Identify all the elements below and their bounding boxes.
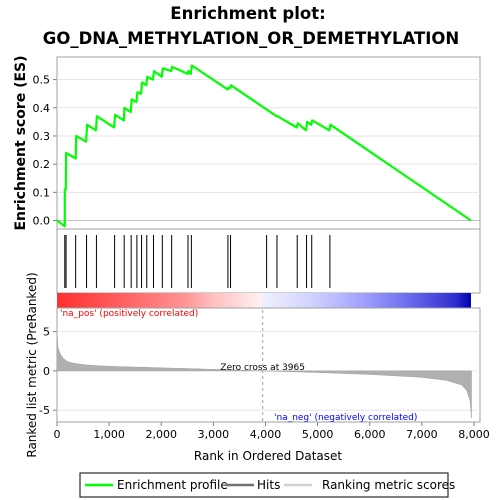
rank-colorbar <box>57 293 471 308</box>
ranked-xtick-label: 4,000 <box>250 428 282 441</box>
ranked-xtick-label: 2,000 <box>146 428 178 441</box>
enrichment-profile-line <box>56 64 472 228</box>
es-ytick-label: 0.2 <box>33 158 51 171</box>
ranked-ylabel: Ranked list metric (PreRanked) <box>25 272 39 457</box>
ranked-xtick-label: 7,000 <box>406 428 438 441</box>
es-ytick-label: 0.0 <box>33 215 51 228</box>
title-line2: GO_DNA_METHYLATION_OR_DEMETHYLATION <box>43 29 459 48</box>
es-ytick-label: 0.3 <box>33 130 51 143</box>
ranked-xtick-label: 8,000 <box>458 428 490 441</box>
legend-enrichment-label: Enrichment profile <box>117 478 228 492</box>
ranked-xtick-label: 6,000 <box>354 428 386 441</box>
ranked-xtick-label: 3,000 <box>198 428 230 441</box>
hit-markers <box>64 235 331 288</box>
legend-box <box>79 472 449 498</box>
legend-hits-label: Hits <box>257 478 280 492</box>
ranked-ytick-label: 5 <box>43 326 50 339</box>
legend: Enrichment profile Hits Ranking metric s… <box>79 472 455 498</box>
hits-panel <box>56 228 481 294</box>
ranked-xtick-label: 0 <box>54 428 61 441</box>
es-panel: 0.0 0.1 0.2 0.3 0.4 0.5 Enrichment score (ES) <box>13 55 481 231</box>
negative-correlation-label: 'na_neg' (negatively correlated) <box>274 413 417 423</box>
es-panel-frame <box>56 56 481 230</box>
es-y-axis: 0.0 0.1 0.2 0.3 0.4 0.5 <box>33 74 57 228</box>
positive-correlation-label: 'na_pos' (positively correlated) <box>60 309 198 319</box>
es-ytick-label: 0.1 <box>33 186 51 199</box>
ranking-metric-area <box>56 331 472 419</box>
ranked-xlabel: Rank in Ordered Dataset <box>194 449 342 463</box>
es-ylabel: Enrichment score (ES) <box>13 55 29 230</box>
rank-colorbar-gradient <box>57 293 471 308</box>
hits-panel-frame <box>56 228 481 294</box>
ranked-y-axis: -5 0 5 <box>39 326 57 417</box>
ranked-ytick-label: 0 <box>43 365 50 378</box>
ranked-ytick-label: -5 <box>39 404 50 417</box>
ranked-xtick-label: 5,000 <box>302 428 334 441</box>
title-line1: Enrichment plot: <box>170 4 325 23</box>
ranked-panel: Zero cross at 3965 'na_pos' (positively … <box>25 272 490 463</box>
ranked-x-axis: 0 1,000 2,000 3,000 4,000 5,000 6,000 7,000 8,00… <box>54 422 490 441</box>
es-ytick-label: 0.5 <box>33 74 51 87</box>
legend-ranking-label: Ranking metric scores <box>322 478 455 492</box>
zero-cross-label: Zero cross at 3965 <box>220 363 305 373</box>
es-ytick-label: 0.4 <box>33 102 51 115</box>
ranked-panel-frame <box>56 307 481 423</box>
ranked-xtick-label: 1,000 <box>93 428 125 441</box>
